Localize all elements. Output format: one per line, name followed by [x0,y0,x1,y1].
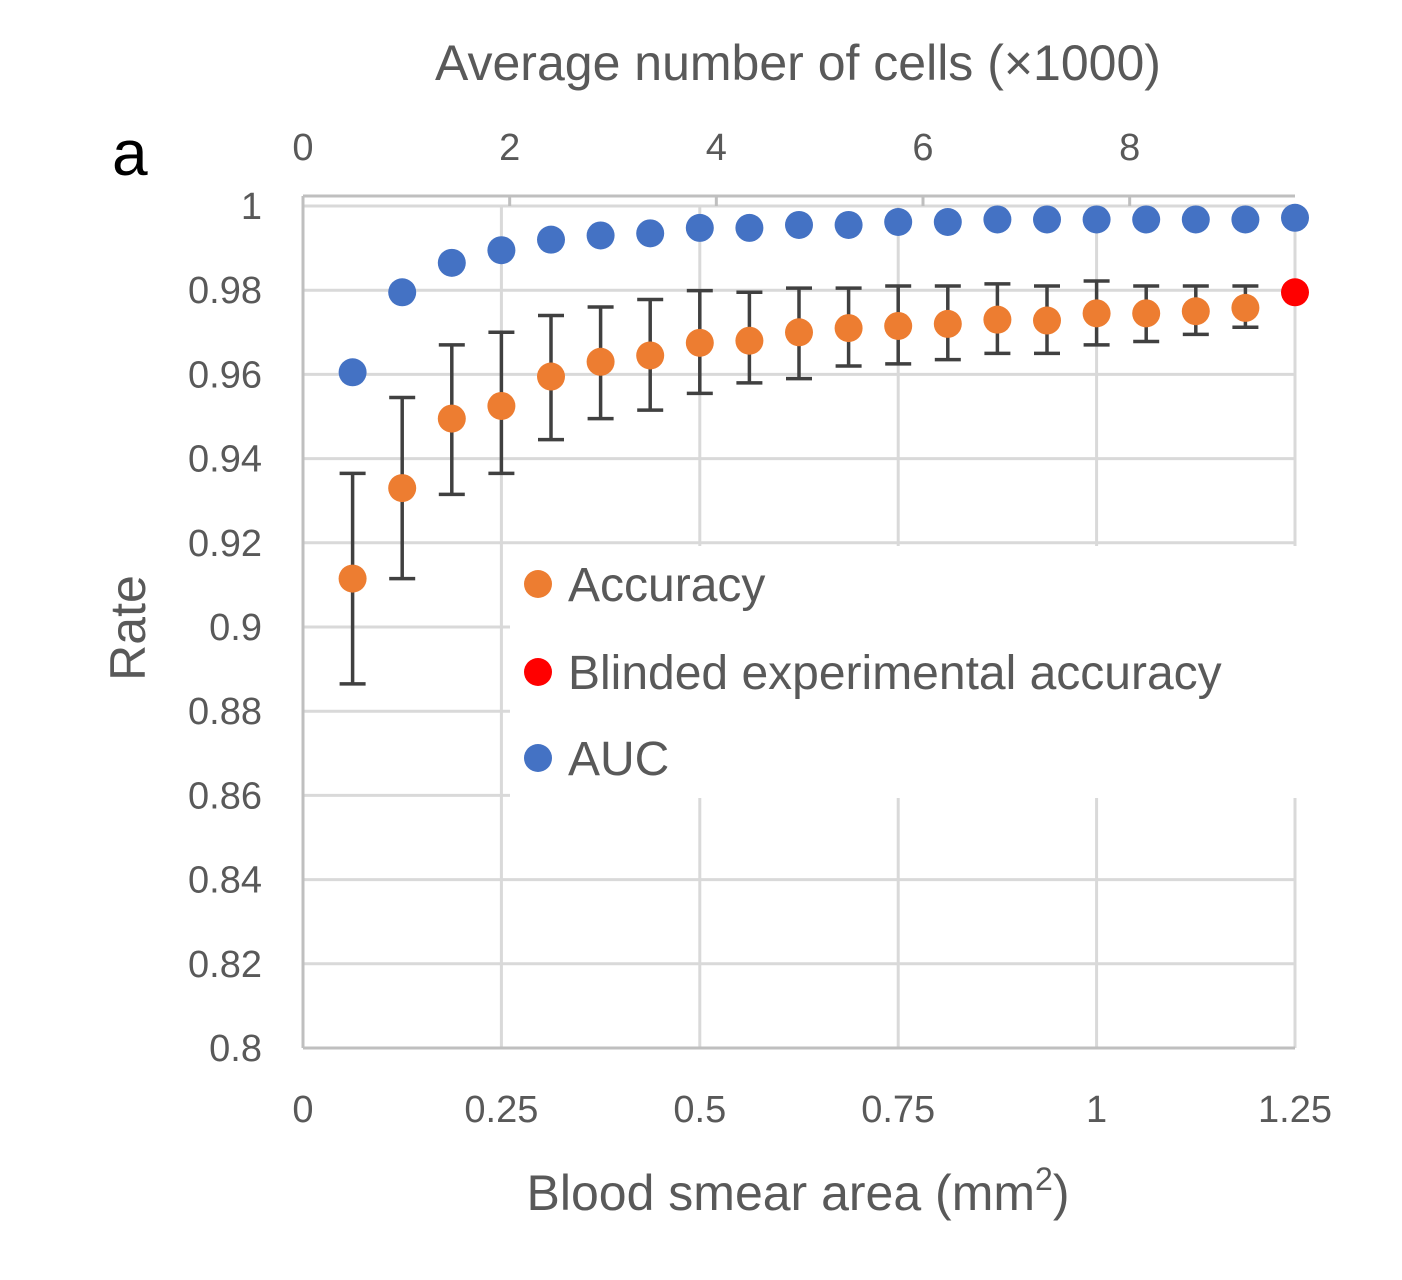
accuracy-point [437,404,466,433]
y-tick-label: 0.92 [188,523,262,565]
x-tick-label: 0.5 [673,1089,726,1131]
accuracy-point [388,474,417,503]
accuracy-point [1082,299,1111,328]
blinded-accuracy-point [1281,278,1309,307]
legend: Accuracy Blinded experimental accuracy A… [510,546,1300,798]
auc-point [1281,203,1309,232]
accuracy-point [685,328,714,357]
y-tick-label: 0.98 [188,270,262,312]
x-tick-label: 0 [292,1089,313,1131]
legend-label-accuracy: Accuracy [568,559,765,612]
accuracy-point [1132,299,1161,328]
auc-point [1132,205,1161,234]
auc-point [388,278,417,307]
y-tick-label: 0.8 [209,1028,262,1070]
legend-marker-auc [524,744,552,772]
accuracy-point [338,564,367,593]
accuracy-point [735,326,764,355]
auc-point [685,213,714,242]
x-tick-label: 0.75 [861,1089,935,1131]
x-tick-label: 1.25 [1258,1089,1332,1131]
y-tick-label: 0.84 [188,860,262,902]
auc-point [487,236,516,265]
x-axis-title: Blood smear area (mm2) [527,1161,1070,1221]
legend-marker-accuracy [524,570,552,598]
top-tick-label: 8 [1119,127,1140,169]
auc-point [437,248,466,277]
y-axis-title: Rate [100,575,156,681]
x-axis-title-suffix: ) [1053,1165,1070,1221]
auc-point [933,207,962,236]
accuracy-point [983,305,1012,334]
accuracy-point [834,314,863,343]
accuracy-point [1231,293,1260,322]
accuracy-point [586,347,615,376]
legend-background [510,546,1300,798]
legend-marker-blinded [524,658,552,686]
accuracy-point [933,309,962,338]
top-tick-label: 2 [499,127,520,169]
accuracy-point [785,318,813,347]
accuracy-point [1181,297,1210,326]
error-bars [339,279,1259,686]
auc-point [636,219,665,248]
auc-point [338,358,367,387]
y-tick-label: 0.82 [188,944,262,986]
y-tick-label: 0.96 [188,354,262,396]
panel-label: a [112,117,148,189]
x-tick-label: 0.25 [464,1089,538,1131]
accuracy-point [487,391,516,420]
y-tick-label: 0.86 [188,775,262,817]
tick-labels: 0.80.820.840.860.880.90.920.940.960.9810… [188,127,1332,1131]
auc-point [735,213,764,242]
auc-point [983,205,1012,234]
top-tick-label: 6 [912,127,933,169]
auc-point [1181,205,1210,234]
x-axis-title-main: Blood smear area (mm [527,1165,1036,1221]
legend-label-blinded: Blinded experimental accuracy [568,647,1222,700]
accuracy-point [1033,306,1061,335]
y-tick-label: 0.9 [209,607,262,649]
data-points [338,203,1309,593]
accuracy-point [537,362,565,391]
y-tick-label: 0.94 [188,439,262,481]
auc-point [834,210,863,239]
auc-point [884,207,913,236]
x-tick-label: 1 [1086,1089,1107,1131]
top-tick-label: 0 [292,127,313,169]
top-tick-label: 4 [706,127,727,169]
top-axis-title: Average number of cells (×1000) [435,35,1161,91]
y-tick-label: 1 [241,186,262,228]
accuracy-point [884,311,913,340]
auc-point [1082,205,1111,234]
legend-label-auc: AUC [568,733,669,786]
auc-point [586,221,615,250]
x-axis-title-superscript: 2 [1035,1161,1053,1197]
auc-point [537,225,565,254]
y-tick-label: 0.88 [188,691,262,733]
accuracy-point [636,341,665,370]
auc-point [1033,205,1061,234]
axes [301,194,1295,1050]
auc-point [1231,205,1260,234]
auc-point [785,210,813,239]
